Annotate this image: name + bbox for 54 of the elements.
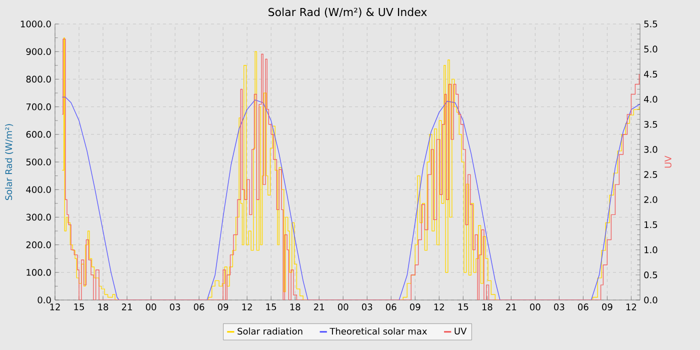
y-tick-label: 300.0 xyxy=(26,214,51,221)
x-tick-label: 06 xyxy=(386,304,396,310)
y2-tick-label: 5.5 xyxy=(644,20,658,28)
x-tick-label: 06 xyxy=(578,304,588,310)
x-tick-label: 00 xyxy=(530,304,540,310)
legend-label: Solar radiation xyxy=(238,328,302,335)
y-tick-label: 200.0 xyxy=(26,241,51,248)
x-tick-label: 12 xyxy=(434,304,444,310)
x-tick-label: 09 xyxy=(602,304,612,310)
x-tick-label: 03 xyxy=(170,304,180,310)
x-tick-label: 09 xyxy=(410,304,420,310)
x-tick-label: 21 xyxy=(506,304,516,310)
y2-tick-label: 2.0 xyxy=(644,196,658,204)
y-tick-label: 600.0 xyxy=(26,130,51,138)
y-tick-label: 0.0 xyxy=(38,296,51,304)
y-tick-label: 700.0 xyxy=(26,103,51,110)
y-axis-title: Solar Rad (W/m²) xyxy=(5,124,14,200)
y2-axis-title: UV xyxy=(664,156,672,168)
x-tick-label: 12 xyxy=(626,304,636,310)
x-tick-label: 06 xyxy=(194,304,204,310)
y-tick-label: 100.0 xyxy=(26,268,51,276)
x-tick-label: 15 xyxy=(74,304,84,310)
x-tick-label: 12 xyxy=(242,304,252,310)
legend-label: UV xyxy=(454,328,467,334)
x-tick-label: 15 xyxy=(266,304,276,310)
y-tick-label: 500.0 xyxy=(26,158,51,166)
y-tick-label: 1000.0 xyxy=(20,20,51,28)
y2-tick-label: 0.5 xyxy=(644,272,658,278)
x-tick-label: 03 xyxy=(362,304,372,310)
x-tick-label: 09 xyxy=(218,304,228,310)
y2-tick-label: 5.0 xyxy=(644,46,658,52)
x-tick-label: 03 xyxy=(554,304,564,310)
y-tick-label: 400.0 xyxy=(26,186,51,193)
legend-label: Theoretical solar max xyxy=(330,328,427,335)
y2-tick-label: 2.5 xyxy=(644,171,658,178)
x-tick-label: 18 xyxy=(98,304,108,310)
y-tick-label: 800.0 xyxy=(26,76,51,83)
y2-tick-label: 3.5 xyxy=(644,120,658,128)
x-tick-label: 21 xyxy=(122,304,132,310)
x-tick-label: 00 xyxy=(338,304,348,310)
x-tick-label: 21 xyxy=(314,304,324,310)
x-tick-label: 00 xyxy=(146,304,156,310)
y2-tick-label: 1.5 xyxy=(644,221,658,228)
x-tick-label: 18 xyxy=(482,304,492,310)
y2-tick-label: 3.0 xyxy=(644,146,658,153)
x-tick-label: 18 xyxy=(290,304,300,310)
x-tick-label: 15 xyxy=(458,304,468,310)
y2-tick-label: 4.5 xyxy=(644,70,658,78)
x-tick-label: 12 xyxy=(50,304,60,310)
y-tick-label: 900.0 xyxy=(26,48,51,55)
chart-title: Solar Rad (W/m²) & UV Index xyxy=(268,8,427,18)
y2-tick-label: 4.0 xyxy=(644,96,658,103)
y2-tick-label: 1.0 xyxy=(644,246,658,254)
y2-tick-label: 0.0 xyxy=(644,296,658,304)
